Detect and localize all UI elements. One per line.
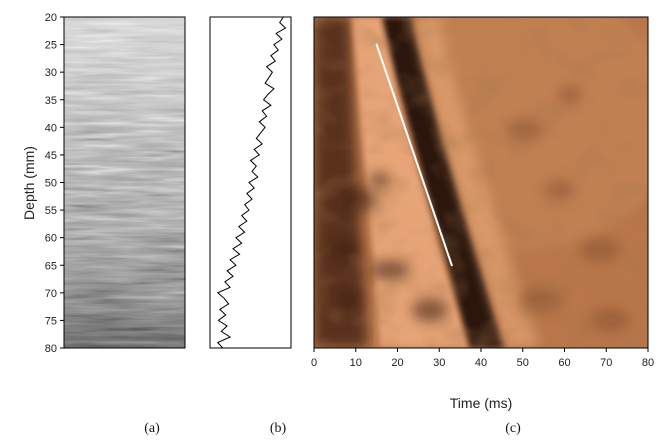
profile-line (216, 16, 287, 349)
panel-label-a: (a) (144, 421, 160, 436)
panel-a-image (64, 17, 185, 348)
y-tick-label: 75 (45, 315, 57, 327)
x-tick-label: 0 (311, 357, 317, 369)
y-tick-label: 45 (45, 150, 57, 162)
y-tick-label: 55 (45, 205, 57, 217)
panel-label-b: (b) (270, 421, 287, 436)
x-tick-label: 70 (600, 357, 612, 369)
y-tick-label: 60 (45, 233, 57, 245)
y-tick-label: 50 (45, 178, 57, 190)
y-tick-label: 20 (45, 12, 57, 24)
y-axis-title: Depth (mm) (21, 146, 37, 220)
panel-c-image (314, 17, 648, 348)
y-tick-label: 40 (45, 122, 57, 134)
x-tick-label: 40 (475, 357, 487, 369)
panel-c-x-axis: 0 10 20 30 40 50 60 70 80 (311, 348, 654, 369)
panel-c: 0 10 20 30 40 50 60 70 80 Time (ms) (311, 16, 654, 411)
panel-b (209, 16, 292, 349)
panel-a-y-axis: 20 25 30 35 40 45 50 55 60 65 70 75 80 (45, 12, 64, 355)
y-tick-label: 80 (45, 343, 57, 355)
x-tick-label: 10 (350, 357, 362, 369)
x-tick-label: 30 (433, 357, 445, 369)
panel-b-frame (209, 16, 292, 349)
y-tick-label: 35 (45, 95, 57, 107)
x-tick-label: 80 (642, 357, 654, 369)
annotation-line (375, 43, 453, 267)
x-tick-label: 60 (558, 357, 570, 369)
panel-b-plot (216, 16, 287, 349)
x-axis-title: Time (ms) (450, 395, 512, 411)
panel-label-c: (c) (505, 421, 521, 436)
y-tick-label: 25 (45, 40, 57, 52)
y-tick-label: 65 (45, 260, 57, 272)
y-tick-label: 30 (45, 67, 57, 79)
x-tick-label: 20 (391, 357, 403, 369)
panel-a: 20 25 30 35 40 45 50 55 60 65 70 75 80 Depth (mm) (21, 12, 186, 355)
x-tick-label: 50 (517, 357, 529, 369)
y-tick-label: 70 (45, 288, 57, 300)
